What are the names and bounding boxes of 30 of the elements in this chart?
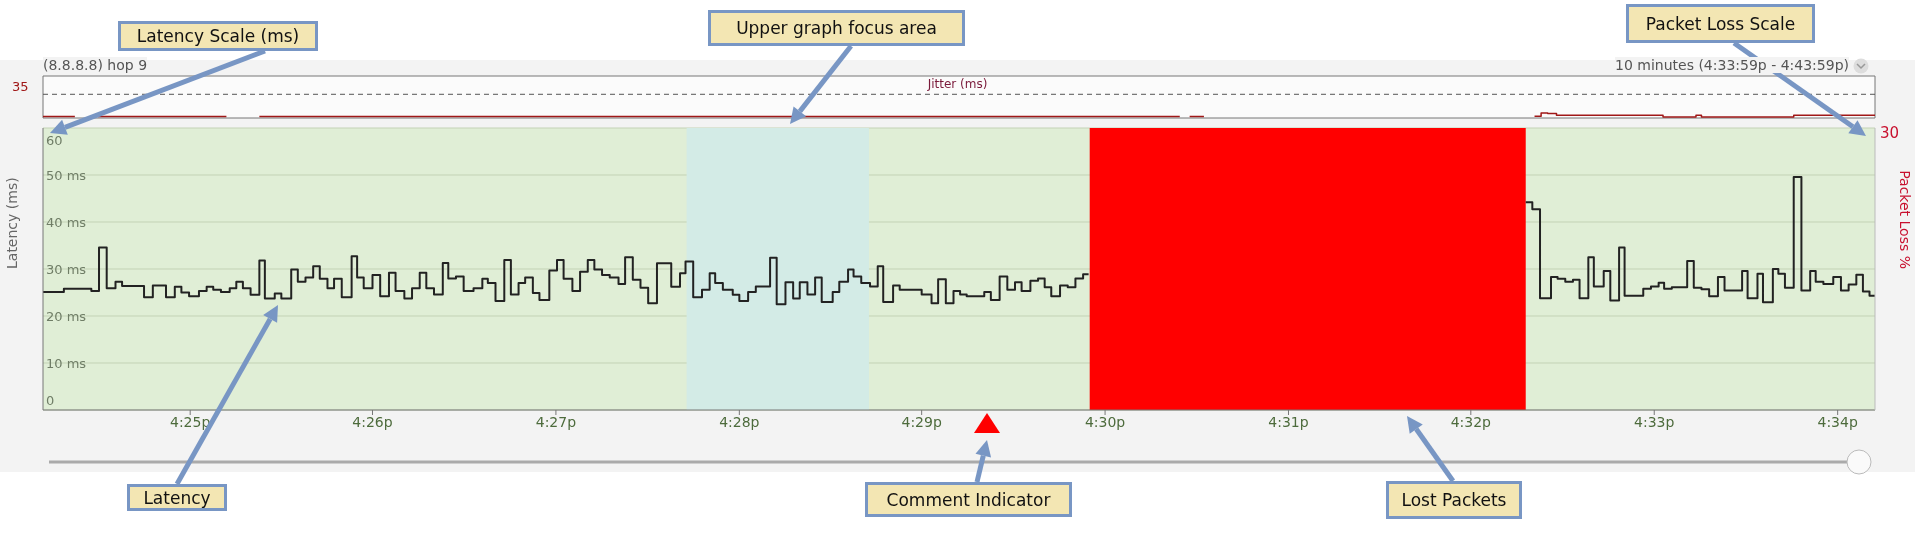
y-tick-label: 50 ms <box>46 168 87 183</box>
text: Latency Scale (ms) <box>118 21 318 51</box>
x-tick-label: 4:34p <box>1817 413 1858 430</box>
text: 30 <box>1880 124 1900 142</box>
y-axis-title: Latency (ms) <box>3 177 20 269</box>
text: Lost Packets <box>1386 481 1522 519</box>
text: Upper graph focus area <box>708 10 965 46</box>
x-tick-label: 4:32p <box>1450 413 1492 430</box>
y-tick-label: 0 <box>46 393 55 408</box>
text: (8.8.8.8) hop 9 <box>43 57 148 73</box>
text: Packet Loss Scale <box>1626 4 1815 43</box>
y-tick-label: 20 ms <box>46 309 87 324</box>
y2-axis-title: Packet Loss % <box>1897 170 1914 269</box>
y-tick-label: 30 ms <box>46 262 87 277</box>
text: Comment Indicator <box>865 482 1072 517</box>
x-tick-label: 4:30p <box>1084 413 1126 430</box>
x-tick-label: 4:25p <box>170 413 211 430</box>
text: 10 minutes (4:33:59p - 4:43:59p) <box>1615 57 1849 73</box>
chart-title: Jitter (ms) <box>927 77 988 91</box>
y-tick-label: 10 ms <box>46 356 87 371</box>
text: Latency <box>127 484 227 511</box>
y-tick-label: 60 <box>46 133 63 148</box>
y-tick-label: 40 ms <box>46 215 87 230</box>
x-tick-label: 4:29p <box>901 413 942 430</box>
text: 35 <box>12 79 29 94</box>
x-tick-label: 4:28p <box>719 413 760 430</box>
x-tick-label: 4:33p <box>1634 413 1675 430</box>
x-tick-label: 4:27p <box>535 413 577 430</box>
x-tick-label: 4:26p <box>352 413 393 430</box>
x-tick-label: 4:31p <box>1268 413 1309 430</box>
